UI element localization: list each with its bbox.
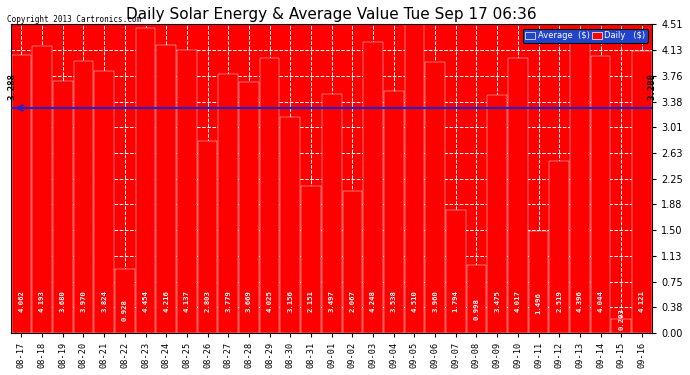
Text: 0.203: 0.203: [618, 308, 624, 330]
Bar: [177, 50, 197, 333]
Bar: [487, 95, 507, 333]
Text: 3.824: 3.824: [101, 290, 107, 312]
Text: 4.044: 4.044: [598, 290, 604, 312]
Text: 2.519: 2.519: [556, 290, 562, 312]
Text: 4.248: 4.248: [370, 290, 376, 312]
Text: 2.067: 2.067: [349, 290, 355, 312]
Bar: [115, 269, 135, 333]
Bar: [384, 91, 404, 333]
Text: 1.496: 1.496: [535, 292, 542, 314]
Title: Daily Solar Energy & Average Value Tue Sep 17 06:36: Daily Solar Energy & Average Value Tue S…: [126, 7, 537, 22]
Text: 3.779: 3.779: [225, 290, 231, 312]
Bar: [363, 42, 383, 333]
Text: 4.396: 4.396: [577, 290, 583, 312]
Bar: [446, 210, 466, 333]
Bar: [301, 186, 321, 333]
Bar: [136, 28, 155, 333]
Bar: [322, 94, 342, 333]
Text: 1.794: 1.794: [453, 290, 459, 312]
Bar: [549, 160, 569, 333]
Text: 3.538: 3.538: [391, 290, 397, 312]
Text: 0.928: 0.928: [122, 300, 128, 321]
Text: 4.017: 4.017: [515, 290, 521, 312]
Text: 3.970: 3.970: [81, 290, 86, 312]
Text: 4.025: 4.025: [266, 290, 273, 312]
Text: 3.475: 3.475: [494, 290, 500, 312]
Text: Copyright 2013 Cartronics.com: Copyright 2013 Cartronics.com: [7, 15, 141, 24]
Text: 0.998: 0.998: [473, 298, 480, 321]
Text: 4.454: 4.454: [143, 290, 148, 312]
Text: 4.137: 4.137: [184, 290, 190, 312]
Text: 4.193: 4.193: [39, 290, 45, 312]
Bar: [260, 58, 279, 333]
Text: 3.497: 3.497: [328, 290, 335, 312]
Bar: [632, 51, 652, 333]
Bar: [53, 81, 72, 333]
Bar: [425, 62, 445, 333]
Bar: [466, 264, 486, 333]
Bar: [32, 46, 52, 333]
Text: 4.216: 4.216: [164, 290, 169, 312]
Text: 2.803: 2.803: [205, 290, 210, 312]
Bar: [12, 55, 31, 333]
Bar: [591, 56, 611, 333]
Bar: [219, 75, 238, 333]
Text: 3.680: 3.680: [60, 290, 66, 312]
Bar: [157, 45, 176, 333]
Bar: [570, 32, 590, 333]
Bar: [95, 71, 114, 333]
Text: 3.960: 3.960: [432, 290, 438, 312]
Text: 4.121: 4.121: [639, 290, 645, 312]
Text: 3.669: 3.669: [246, 290, 252, 312]
Text: 3.288: 3.288: [7, 73, 16, 100]
Text: 2.151: 2.151: [308, 290, 314, 312]
Bar: [529, 231, 549, 333]
Bar: [342, 192, 362, 333]
Bar: [198, 141, 217, 333]
Bar: [281, 117, 300, 333]
Bar: [239, 82, 259, 333]
Text: 4.510: 4.510: [411, 290, 417, 312]
Bar: [74, 62, 93, 333]
Bar: [611, 319, 631, 333]
Text: 4.062: 4.062: [19, 290, 24, 312]
Bar: [508, 58, 528, 333]
Bar: [404, 24, 424, 333]
Legend: Average  ($), Daily   ($): Average ($), Daily ($): [522, 28, 648, 43]
Text: 3.288: 3.288: [647, 73, 656, 100]
Text: 3.156: 3.156: [287, 290, 293, 312]
